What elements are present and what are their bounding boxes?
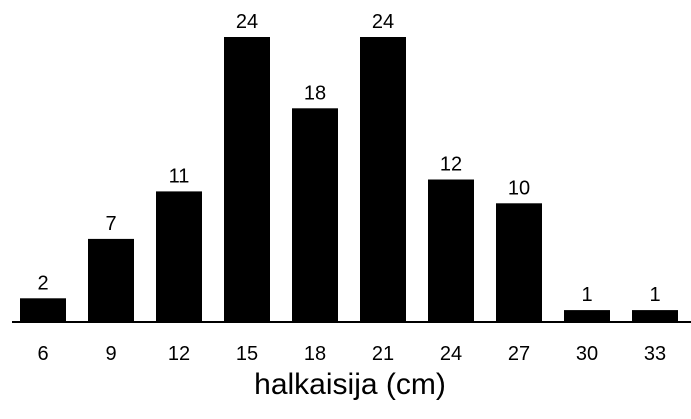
bar-15 (224, 37, 270, 322)
value-label-12: 11 (169, 165, 190, 187)
x-tick-label-6: 6 (37, 343, 48, 365)
bar-24 (428, 179, 474, 322)
bars-group (20, 37, 678, 323)
value-label-18: 18 (304, 82, 326, 104)
bar-30 (564, 310, 610, 322)
x-tick-label-30: 30 (576, 343, 598, 365)
x-tick-labels-group: 6 9 12 15 18 21 24 27 30 33 (37, 343, 666, 365)
x-tick-label-18: 18 (304, 343, 326, 365)
value-label-30: 1 (581, 284, 592, 306)
x-tick-label-12: 12 (168, 343, 190, 365)
x-tick-label-21: 21 (372, 343, 394, 365)
value-label-21: 24 (372, 11, 394, 33)
bar-12 (156, 191, 202, 322)
bar-21 (360, 37, 406, 322)
x-tick-label-33: 33 (644, 343, 666, 365)
x-tick-label-9: 9 (105, 343, 116, 365)
bar-9 (88, 238, 134, 322)
x-tick-label-27: 27 (508, 343, 530, 365)
value-label-27: 10 (508, 177, 530, 199)
bar-18 (292, 108, 338, 323)
value-label-15: 24 (236, 11, 258, 33)
x-axis-title: halkaisija (cm) (254, 368, 446, 401)
value-label-24: 12 (440, 154, 462, 176)
value-label-33: 1 (649, 284, 660, 306)
value-label-9: 7 (105, 213, 116, 235)
x-tick-label-15: 15 (236, 343, 258, 365)
bar-27 (496, 203, 542, 323)
bar-33 (632, 310, 678, 322)
value-label-6: 2 (37, 272, 48, 294)
x-tick-label-24: 24 (440, 343, 462, 365)
bar-6 (20, 298, 66, 323)
